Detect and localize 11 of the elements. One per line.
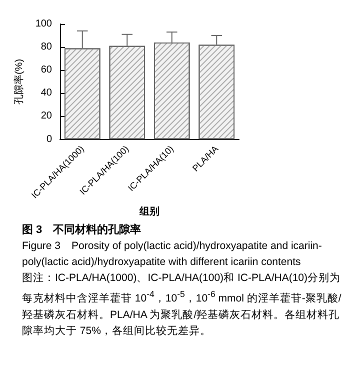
y-tick-label: 100 (35, 18, 52, 30)
y-axis-title: 孔隙率(%) (12, 58, 25, 104)
x-axis-title: 组别 (138, 206, 160, 218)
y-tick-label: 0 (46, 134, 52, 145)
y-tick-label: 40 (40, 88, 52, 99)
text: 图注：IC-PLA/HA(1000)、IC-PLA/HA(100)和 IC-PLA/HA(10)分别为每克材料中含淫羊藿苷 10$^{-4}$，10$^{-5}$，10$^{-6}$ mmol 的淫羊藿苷-聚乳酸/羟基磷灰石材料。PLA/HA 为聚乳酸/羟基磷灰石材料。各组材料孔隙率均大于 75%，各组间比较无差异。 (22, 272, 342, 336)
y-tick-label: 80 (40, 42, 52, 53)
y-tick-label: 60 (40, 64, 52, 76)
text: 图 3 不同材料的孔隙率 (22, 222, 142, 238)
caption: Figure 3 Porosity of poly(lactic acid)/hydroxyapatite and icariin-poly(lactic acid)/hydroxyapatite with different icariin contents (22, 239, 323, 270)
y-tick-label: 20 (40, 110, 52, 122)
